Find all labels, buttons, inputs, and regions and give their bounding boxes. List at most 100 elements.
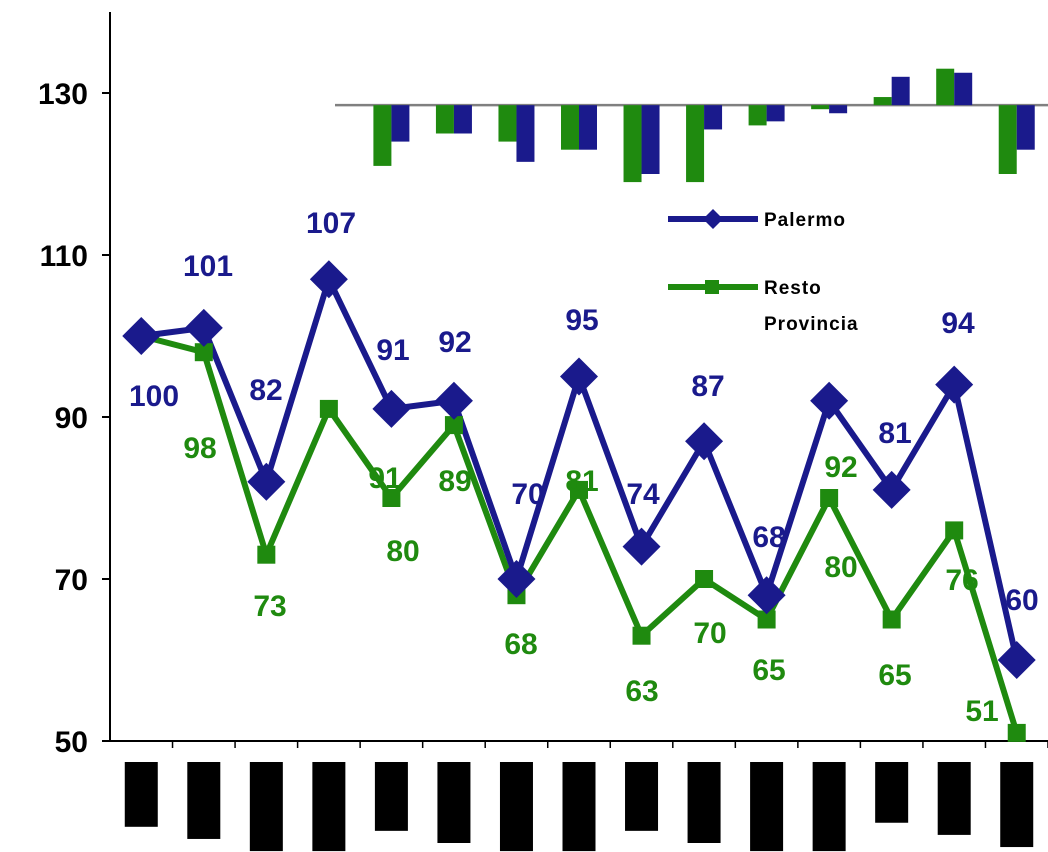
data-label-resto-provincia: 80 [824,551,857,584]
top-bar-blue [891,76,910,106]
data-label-resto-provincia: 51 [965,695,998,728]
legend-label-palermo: Palermo [764,210,846,231]
top-bar-blue [391,105,410,142]
legend-label-line: Provincia [764,314,859,335]
y-tick-label: 130 [38,78,88,111]
data-label-resto-provincia: 65 [878,659,911,692]
data-label-resto-provincia: 73 [253,590,286,623]
point-resto-provincia [882,610,901,629]
y-tick-label: 50 [55,726,88,759]
top-bar-blue [453,105,472,134]
data-label-resto-provincia: 91 [368,462,401,495]
legend-swatch-resto-marker [705,280,719,294]
data-label-palermo: 74 [626,478,660,511]
data-label-palermo: 91 [376,334,409,367]
legend-label-resto-provincia: Resto Provincia [764,278,859,335]
point-resto-provincia [382,489,401,507]
bottom-bar [499,762,533,852]
bottom-bar [687,762,721,843]
data-label-palermo: 60 [1005,584,1038,617]
top-bar-green [811,105,830,110]
top-bar-blue [704,105,723,130]
top-bar-green [623,105,642,183]
point-resto-provincia [820,489,839,507]
legend-swatch-palermo-marker [703,209,723,229]
point-resto-provincia [757,610,776,629]
bottom-bar [625,762,659,831]
point-palermo [309,260,348,299]
point-palermo [685,422,724,461]
top-bar-green [498,105,517,142]
bottom-bar [812,762,846,852]
data-label-resto-provincia: 98 [183,432,216,465]
point-resto-provincia [319,399,338,418]
point-resto-provincia [632,626,651,645]
bottom-bars [124,762,1034,852]
point-resto-provincia [570,480,588,499]
point-palermo [935,365,974,404]
point-palermo [810,381,849,420]
point-palermo [872,470,911,509]
point-resto-provincia [945,521,964,540]
y-tick-label: 90 [55,402,88,435]
point-resto-provincia [257,545,276,564]
data-label-resto-provincia: 68 [504,628,537,661]
data-label-palermo: 68 [752,521,785,554]
top-bar-green [561,105,579,150]
bottom-bar [562,762,596,852]
point-palermo [434,381,473,420]
top-bar-blue [641,105,660,174]
bottom-bar [750,762,784,852]
y-tick-label: 110 [40,240,88,273]
top-bar-blue [516,105,535,162]
point-palermo [247,462,286,501]
point-palermo [122,317,161,355]
bottom-bar [374,762,408,831]
data-label-palermo: 94 [941,307,975,340]
data-label-palermo: 95 [565,304,598,337]
bottom-bar [249,762,283,852]
data-label-palermo: 82 [249,374,282,407]
data-label-resto-provincia: 80 [386,535,419,568]
top-bar-green [936,68,955,106]
data-label-palermo: 81 [878,417,911,450]
bottom-bar [437,762,471,843]
point-resto-provincia [444,416,463,435]
top-bar-blue [954,72,973,106]
data-label-resto-provincia: 76 [945,564,978,597]
data-label-resto-provincia: 65 [752,654,785,687]
top-bar-blue [766,105,785,122]
y-tick-label: 70 [55,564,88,597]
point-palermo [184,308,223,347]
top-bar-blue [1016,105,1035,150]
bottom-bar [875,762,909,823]
data-label-resto-provincia: 89 [438,465,471,498]
data-label-resto-provincia: 63 [625,675,658,708]
point-palermo [747,576,786,615]
data-label-resto-provincia: 81 [565,465,598,498]
point-palermo [622,527,661,566]
data-label-palermo: 92 [438,326,471,359]
data-label-palermo: 87 [691,370,724,403]
top-bars [373,68,1035,183]
bottom-bar [1000,762,1034,848]
point-palermo [560,357,598,396]
data-label-resto-provincia: 92 [824,451,857,484]
top-bar-green [748,105,767,126]
point-resto-provincia [695,570,714,588]
point-palermo [372,389,411,428]
axes: 50 70 90 110 130 [38,12,1048,759]
top-bar-green [435,105,454,134]
series [122,260,1036,742]
data-label-palermo: 107 [306,207,356,240]
data-label-palermo: 101 [183,250,233,283]
point-resto-provincia [194,343,213,362]
top-bar-green [373,105,392,166]
point-resto-provincia [1007,723,1026,742]
data-label-resto-provincia: 70 [693,617,726,650]
legend-label-line: Resto [764,278,822,299]
bottom-bar [124,762,158,827]
point-palermo [497,560,536,598]
data-label-palermo: 100 [129,380,179,413]
